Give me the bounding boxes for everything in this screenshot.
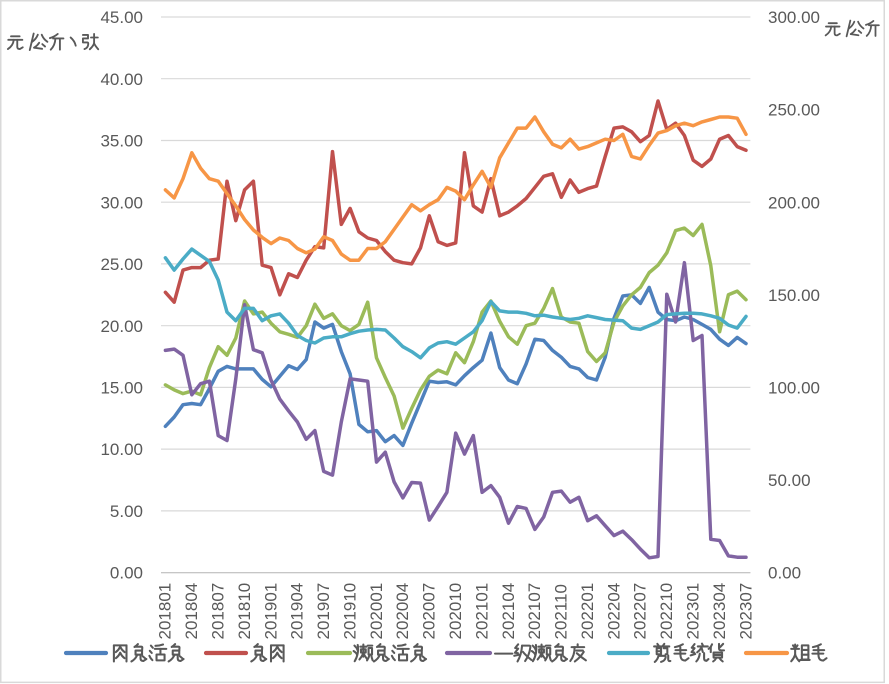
svg-text:201904: 201904 (288, 583, 307, 640)
svg-text:202004: 202004 (393, 583, 412, 640)
svg-text:201804: 201804 (182, 583, 201, 640)
svg-text:10.00: 10.00 (100, 440, 143, 459)
svg-text:5.00: 5.00 (110, 502, 143, 521)
svg-text:100.00: 100.00 (768, 379, 820, 398)
svg-text:202201: 202201 (578, 583, 597, 640)
svg-text:15.00: 15.00 (100, 379, 143, 398)
svg-text:201807: 201807 (209, 583, 228, 640)
svg-text:201910: 201910 (340, 583, 359, 640)
svg-text:202101: 202101 (472, 583, 491, 640)
svg-text:300.00: 300.00 (768, 8, 820, 27)
svg-text:20.00: 20.00 (100, 317, 143, 336)
svg-text:202001: 202001 (367, 583, 386, 640)
svg-text:202307: 202307 (736, 583, 755, 640)
svg-text:150.00: 150.00 (768, 286, 820, 305)
svg-text:25.00: 25.00 (100, 255, 143, 274)
svg-text:202204: 202204 (604, 583, 623, 640)
svg-text:202304: 202304 (710, 583, 729, 640)
svg-text:202207: 202207 (631, 583, 650, 640)
svg-text:0.00: 0.00 (110, 564, 143, 583)
svg-text:201907: 201907 (314, 583, 333, 640)
svg-text:40.00: 40.00 (100, 70, 143, 89)
svg-text:30.00: 30.00 (100, 193, 143, 212)
svg-text:201801: 201801 (156, 583, 175, 640)
svg-text:250.00: 250.00 (768, 101, 820, 120)
svg-text:200.00: 200.00 (768, 193, 820, 212)
svg-text:202104: 202104 (499, 583, 518, 640)
svg-text:45.00: 45.00 (100, 8, 143, 27)
svg-text:202007: 202007 (420, 583, 439, 640)
svg-text:202107: 202107 (525, 583, 544, 640)
svg-text:202301: 202301 (684, 583, 703, 640)
svg-text:0.00: 0.00 (768, 564, 801, 583)
svg-text:202210: 202210 (657, 583, 676, 640)
svg-text:201810: 201810 (235, 583, 254, 640)
svg-text:35.00: 35.00 (100, 132, 143, 151)
svg-text:202010: 202010 (446, 583, 465, 640)
svg-text:201901: 201901 (261, 583, 280, 640)
svg-text:202110: 202110 (552, 584, 571, 639)
svg-text:50.00: 50.00 (768, 471, 811, 490)
